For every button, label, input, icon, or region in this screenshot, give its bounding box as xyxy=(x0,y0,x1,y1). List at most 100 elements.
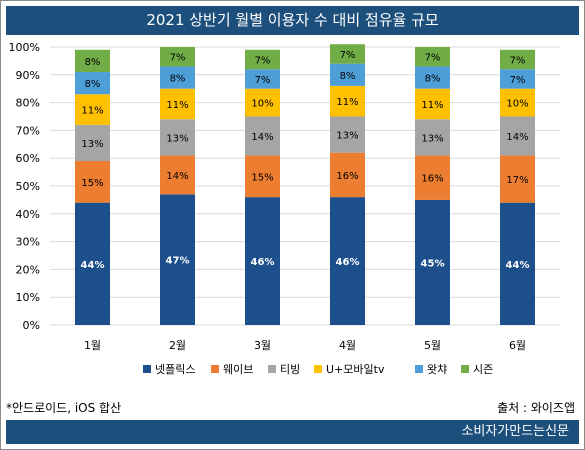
data-label: 15% xyxy=(81,178,103,189)
bar-segment xyxy=(500,202,535,325)
y-tick-label: 90% xyxy=(16,69,40,82)
legend-swatch xyxy=(143,365,151,373)
bar-segment xyxy=(245,69,280,89)
bar-segment xyxy=(330,152,365,198)
legend-label: U+모바일tv xyxy=(326,362,385,376)
y-tick-label: 40% xyxy=(16,208,40,221)
legend-swatch xyxy=(415,365,423,373)
x-tick-label: 6월 xyxy=(509,339,526,352)
bar-segment xyxy=(415,47,450,67)
bar-segment xyxy=(75,202,110,325)
chart-title: 2021 상반기 월별 이용자 수 대비 점유율 규모 xyxy=(6,6,579,35)
bar-segment xyxy=(160,119,195,156)
data-label: 11% xyxy=(336,97,358,108)
legend-label: 시즌 xyxy=(473,363,493,376)
y-tick-label: 0% xyxy=(23,319,40,332)
data-label: 7% xyxy=(255,75,271,86)
bar-segment xyxy=(415,155,450,200)
bar-segment xyxy=(500,88,535,117)
bar-segment xyxy=(415,66,450,89)
data-label: 11% xyxy=(81,106,103,117)
bar-segment xyxy=(500,155,535,203)
data-label: 7% xyxy=(170,53,186,64)
bar-segment xyxy=(500,116,535,156)
data-label: 44% xyxy=(506,260,530,271)
bar-segment xyxy=(160,47,195,67)
bar-segment xyxy=(75,94,110,125)
y-tick-label: 20% xyxy=(16,263,40,276)
data-label: 8% xyxy=(85,57,101,68)
bar-segment xyxy=(245,116,280,156)
legend-swatch xyxy=(211,365,219,373)
x-tick-label: 3월 xyxy=(254,339,271,352)
data-label: 13% xyxy=(421,133,443,144)
publisher-label: 소비자가만드는신문 xyxy=(461,424,569,439)
data-label: 8% xyxy=(170,74,186,85)
bar-segment xyxy=(330,85,365,117)
data-label: 46% xyxy=(251,257,275,268)
bar-segment xyxy=(500,49,535,70)
bar-segment xyxy=(245,155,280,198)
footer-bar: 소비자가만드는신문 xyxy=(6,420,579,444)
bar-segment xyxy=(330,63,365,86)
legend-label: 왓챠 xyxy=(427,363,447,376)
data-label: 10% xyxy=(251,99,273,110)
data-label: 7% xyxy=(425,53,441,64)
data-label: 7% xyxy=(510,75,526,86)
bar-segment xyxy=(245,197,280,325)
data-label: 7% xyxy=(510,56,526,67)
data-label: 45% xyxy=(421,258,445,269)
footnote: *안드로이드, iOS 합산 xyxy=(6,401,122,415)
legend-label: 티빙 xyxy=(280,363,300,376)
y-tick-label: 100% xyxy=(9,41,40,54)
y-tick-label: 80% xyxy=(16,97,40,110)
y-tick-label: 30% xyxy=(16,236,40,249)
source-label: 출처 : 와이즈앱 xyxy=(497,401,575,415)
bar-segment xyxy=(500,69,535,89)
data-label: 11% xyxy=(421,100,443,111)
data-label: 7% xyxy=(255,56,271,67)
data-label: 13% xyxy=(166,133,188,144)
bar-segment xyxy=(330,197,365,325)
legend-swatch xyxy=(314,365,322,373)
data-label: 11% xyxy=(166,100,188,111)
y-tick-label: 60% xyxy=(16,152,40,165)
data-label: 16% xyxy=(421,174,443,185)
data-label: 47% xyxy=(166,256,190,267)
bar-segment xyxy=(160,155,195,195)
y-tick-label: 10% xyxy=(16,291,40,304)
data-label: 7% xyxy=(340,50,356,61)
y-tick-label: 50% xyxy=(16,180,40,193)
data-label: 14% xyxy=(506,132,528,143)
bar-segment xyxy=(160,194,195,325)
data-label: 16% xyxy=(336,171,358,182)
data-label: 8% xyxy=(340,71,356,82)
data-label: 15% xyxy=(251,172,273,183)
bar-segment xyxy=(75,124,110,161)
x-tick-label: 4월 xyxy=(339,339,356,352)
data-label: 13% xyxy=(336,131,358,142)
bar-segment xyxy=(415,199,450,325)
bar-segment xyxy=(245,49,280,70)
bar-segment xyxy=(415,88,450,120)
bar-segment xyxy=(160,66,195,89)
legend-swatch xyxy=(461,365,469,373)
legend-swatch xyxy=(268,365,276,373)
bar-segment xyxy=(75,49,110,73)
x-tick-label: 5월 xyxy=(424,339,441,352)
bar-segment xyxy=(330,44,365,64)
bar-segment xyxy=(75,72,110,95)
x-tick-label: 2월 xyxy=(169,339,186,352)
bar-segment xyxy=(245,88,280,117)
legend-label: 웨이브 xyxy=(223,363,253,376)
data-label: 10% xyxy=(506,99,528,110)
data-label: 44% xyxy=(81,260,105,271)
bar-segment xyxy=(415,119,450,156)
data-label: 13% xyxy=(81,139,103,150)
stacked-bar-chart: 0% 10% 20% 30% 40% 50% 60% 70% 80% 90% 100% 44% 15% 1… xyxy=(9,41,560,376)
data-label: 14% xyxy=(166,171,188,182)
bar-segment xyxy=(75,160,110,203)
legend-label: 넷플릭스 xyxy=(155,363,195,376)
data-label: 17% xyxy=(506,175,528,186)
bar-segment xyxy=(160,88,195,120)
